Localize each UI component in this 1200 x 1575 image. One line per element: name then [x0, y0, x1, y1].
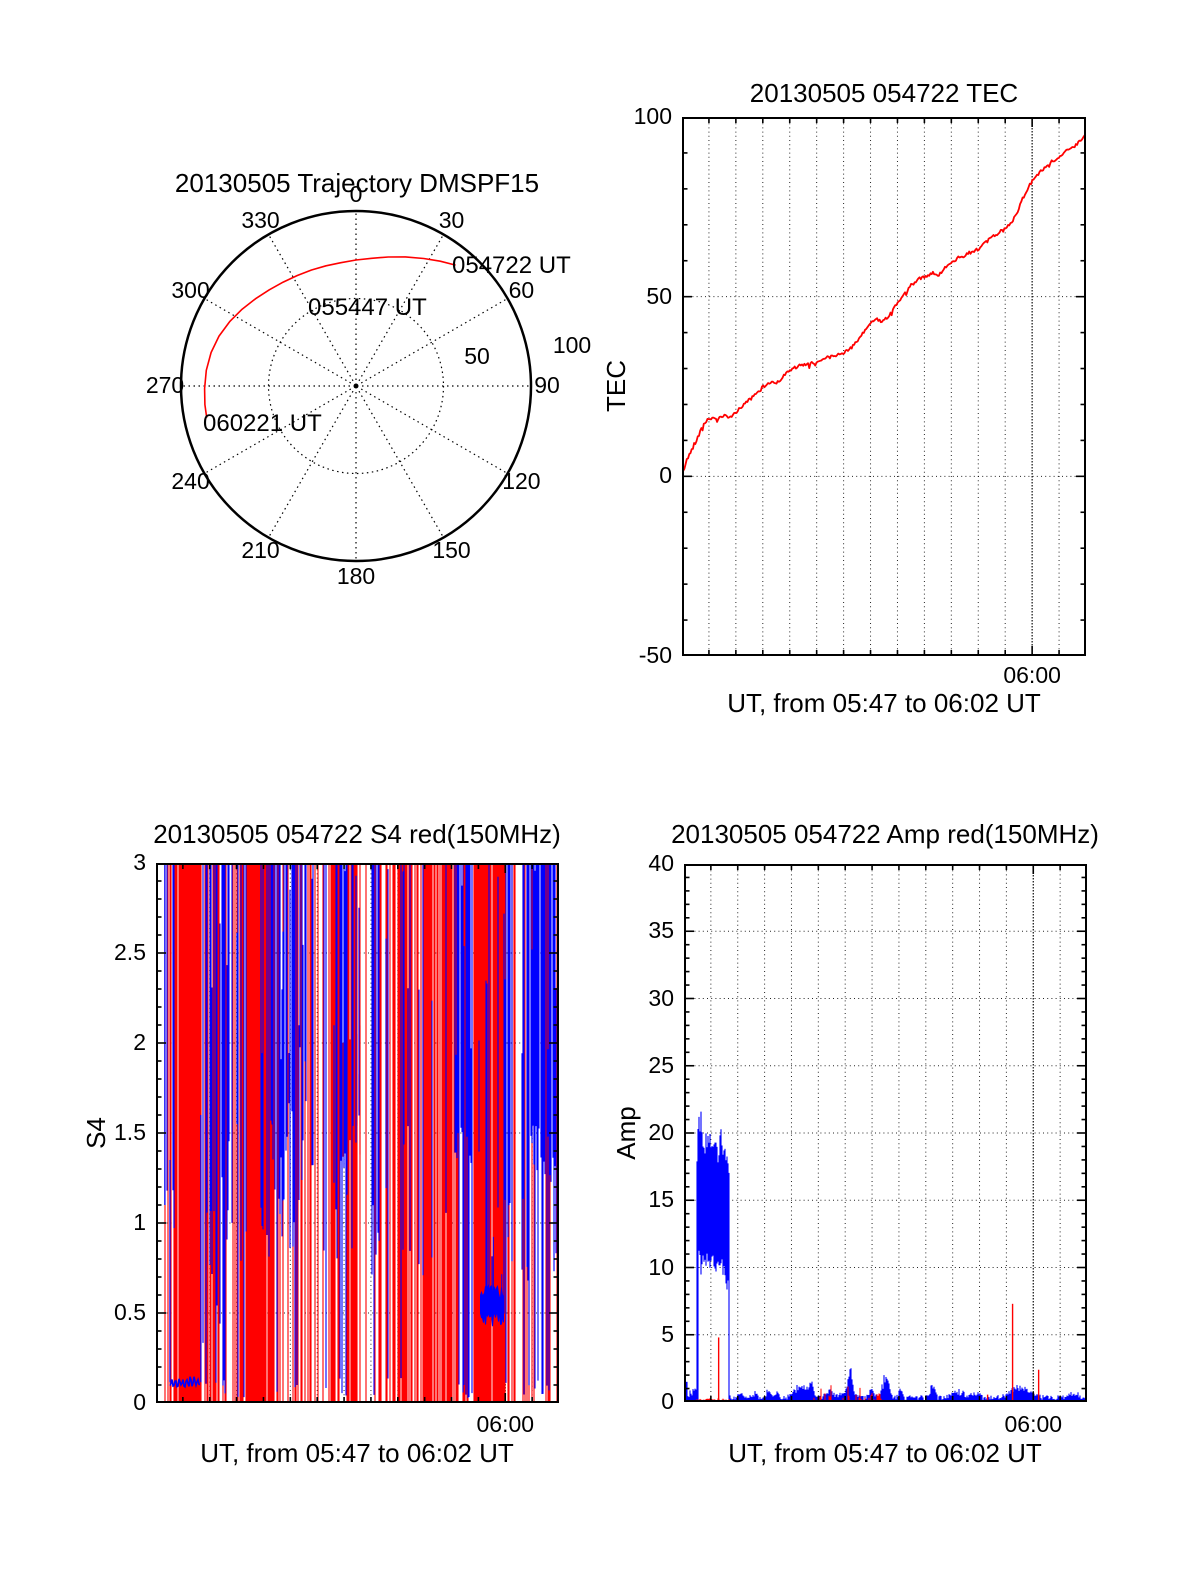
polar-angle-label-90: 90: [534, 372, 560, 398]
amp-ytick-40: 40: [648, 850, 674, 876]
amp-ytick-30: 30: [648, 984, 674, 1011]
amp-xtick-0600: 06:00: [1004, 1411, 1063, 1437]
polar-radial-label-50: 50: [464, 343, 490, 369]
tec-y-axis-label: TEC: [601, 360, 631, 412]
s4-ytick-0: 0: [133, 1389, 146, 1415]
trajectory-polar-plot: [179, 209, 533, 563]
polar-angle-label-300: 300: [171, 276, 210, 303]
tec-ytick-50: 50: [646, 282, 672, 309]
s4-ytick-1: 1: [133, 1209, 146, 1235]
tec-x-axis-label: UT, from 05:47 to 06:02 UT: [727, 688, 1041, 718]
amp-ytick-15: 15: [648, 1186, 674, 1213]
s4-ytick-1.5: 1.5: [114, 1119, 146, 1145]
polar-angle-label-120: 120: [502, 467, 541, 494]
trajectory-time-label-end: 060221 UT: [203, 410, 322, 437]
amp-ytick-10: 10: [648, 1253, 674, 1280]
tec-ytick-0: 0: [659, 462, 672, 489]
s4-ytick-0.5: 0.5: [114, 1299, 146, 1325]
s4-ytick-3: 3: [133, 849, 146, 875]
polar-angle-label-60: 60: [508, 276, 535, 303]
polar-angle-label-180: 180: [336, 563, 376, 589]
trajectory-plot-title: 20130505 Trajectory DMSPF15: [174, 168, 540, 198]
amp-plot-title: 20130505 054722 Amp red(150MHz): [671, 819, 1099, 849]
s4-plot-area: [156, 863, 559, 1403]
amp-plot-area: [684, 864, 1087, 1402]
tec-ytick--50: -50: [638, 642, 672, 668]
amp-ytick-35: 35: [648, 917, 674, 944]
amp-ytick-20: 20: [648, 1119, 674, 1145]
tec-plot-title: 20130505 054722 TEC: [749, 78, 1019, 108]
s4-plot-title: 20130505 054722 S4 red(150MHz): [153, 819, 561, 849]
polar-angle-label-240: 240: [171, 467, 210, 494]
amp-x-axis-label: UT, from 05:47 to 06:02 UT: [728, 1438, 1042, 1468]
s4-ytick-2: 2: [133, 1029, 146, 1055]
amp-ytick-25: 25: [648, 1051, 674, 1078]
s4-ytick-2.5: 2.5: [114, 939, 146, 965]
trajectory-time-label-mid: 055447 UT: [308, 294, 427, 321]
tec-ytick-100: 100: [633, 103, 672, 129]
polar-angle-label-330: 330: [241, 206, 280, 233]
amp-ytick-0: 0: [661, 1388, 674, 1414]
polar-angle-label-30: 30: [438, 206, 465, 233]
trajectory-time-label-start: 054722 UT: [452, 252, 571, 279]
tec-xtick-0600: 06:00: [1003, 662, 1061, 688]
s4-x-axis-label: UT, from 05:47 to 06:02 UT: [200, 1438, 514, 1468]
amp-ytick-5: 5: [661, 1320, 674, 1347]
polar-radial-label-100: 100: [552, 332, 592, 358]
polar-angle-label-210: 210: [241, 537, 280, 564]
polar-angle-label-0: 0: [349, 181, 363, 207]
s4-xtick-0600: 06:00: [476, 1411, 535, 1437]
tec-plot-area: [682, 117, 1086, 656]
polar-angle-label-150: 150: [432, 537, 471, 564]
polar-angle-label-270: 270: [145, 372, 185, 398]
